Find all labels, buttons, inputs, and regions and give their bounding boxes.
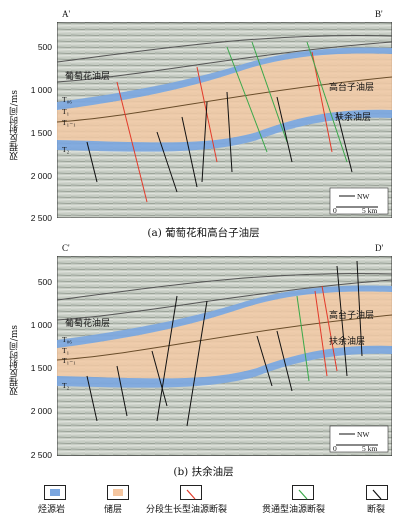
tick-2500-b: 2 500 — [30, 450, 52, 460]
legend-label-fault: 断裂 — [367, 505, 386, 515]
legend-swatch-through-fault — [292, 485, 314, 500]
compass-label-b: NW — [357, 430, 370, 439]
legend-swatch-fault — [366, 485, 388, 500]
horizon-t2-b: T₂ — [62, 381, 70, 390]
scale-end-a: 5 km — [362, 206, 377, 215]
tick-500-b: 500 — [37, 277, 52, 287]
corner-label-right-a: B' — [375, 9, 383, 19]
reservoir-band — [57, 53, 392, 143]
legend-swatch-segmented-fault — [180, 485, 202, 500]
source-rock-band-lower — [57, 109, 392, 152]
legend-label-through-fault: 贯通型油源断裂 — [262, 505, 326, 515]
tick-1000-b: 1 000 — [30, 320, 52, 330]
layer-label-gaotaizi-b: 高台子油层 — [329, 309, 374, 321]
tick-1000-a: 1 000 — [30, 85, 52, 95]
tick-500-a: 500 — [37, 42, 52, 52]
layer-label-putaohua-a: 葡萄花油层 — [65, 70, 110, 82]
tick-2000-b: 2 000 — [30, 406, 52, 416]
horizon-t1-a: T₁ — [62, 107, 70, 116]
horizon-t1-1-b: T₁₋₁ — [62, 356, 76, 365]
legend-label-segmented-fault: 分段生长型油源断裂 — [146, 505, 228, 515]
layer-label-fuyu-a: 扶余油层 — [335, 111, 371, 123]
tick-2000-a: 2 000 — [30, 171, 52, 181]
y-axis-label-a: 双程反射时间/ms — [10, 90, 20, 161]
corner-label-left-a: A' — [62, 9, 71, 19]
legend-swatch-reservoir — [107, 485, 129, 500]
scale-start-b: 0 — [333, 444, 337, 453]
tick-2500-a: 2 500 — [30, 213, 52, 223]
seismic-section-a: 葡萄花油层 高台子油层 扶余油层 T₀₆ T₁ T₁₋₁ T₂ NW 0 5 k… — [57, 22, 392, 218]
tick-1500-a: 1 500 — [30, 128, 52, 138]
corner-label-right-b: D' — [375, 243, 384, 253]
legend-label-reservoir: 储层 — [104, 505, 123, 515]
layer-label-putaohua-b: 葡萄花油层 — [65, 317, 110, 329]
layer-label-fuyu-b: 扶余油层 — [329, 335, 365, 347]
caption-a: (a) 葡萄花和高台子油层 — [147, 227, 260, 239]
scale-end-b: 5 km — [362, 444, 377, 453]
legend-swatch-source-rock — [44, 485, 66, 500]
horizon-t06-a: T₀₆ — [62, 95, 72, 104]
source-rock-band-upper — [57, 47, 392, 110]
horizon-t1-b: T₁ — [62, 346, 70, 355]
horizon-t1-1-a: T₁₋₁ — [62, 118, 76, 127]
horizon-t06-b: T₀₆ — [62, 335, 72, 344]
layer-label-gaotaizi-a: 高台子油层 — [329, 81, 374, 93]
legend-label-source-rock: 烃源岩 — [38, 505, 66, 515]
compass-label-a: NW — [357, 192, 370, 201]
caption-b: (b) 扶余油层 — [173, 466, 234, 478]
scale-start-a: 0 — [333, 206, 337, 215]
horizon-t2-a: T₂ — [62, 145, 70, 154]
y-axis-label-b: 双程反射时间/ms — [10, 325, 20, 396]
seismic-section-b: 葡萄花油层 高台子油层 扶余油层 T₀₆ T₁ T₁₋₁ T₂ NW 0 5 k… — [57, 256, 392, 456]
corner-label-left-b: C' — [62, 243, 70, 253]
tick-1500-b: 1 500 — [30, 363, 52, 373]
